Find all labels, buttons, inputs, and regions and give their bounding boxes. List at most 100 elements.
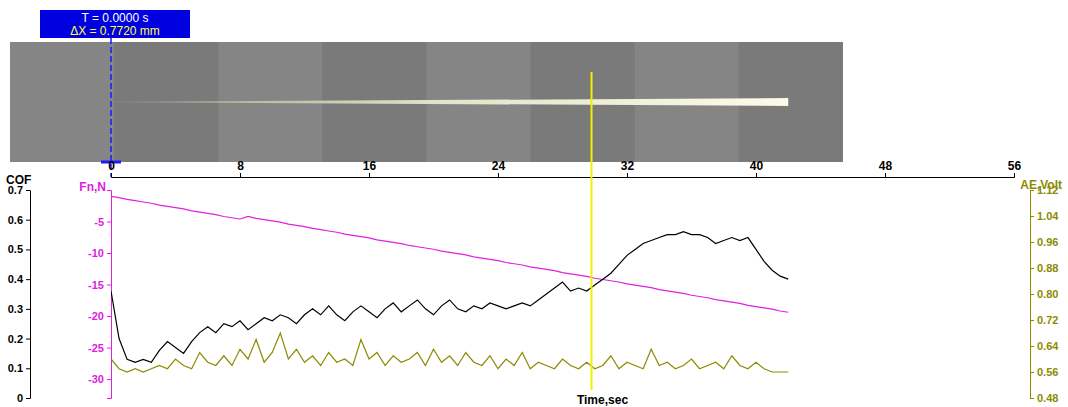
tick-mark — [107, 316, 111, 317]
tick-label: -20 — [88, 310, 104, 322]
tick-mark — [107, 253, 111, 254]
tick-label: 0.56 — [1037, 366, 1058, 378]
tick-label: 0.4 — [8, 273, 24, 285]
tick: 40 — [750, 159, 764, 177]
x-axis: 0 8 16 24 32 40 48 56 — [108, 159, 1021, 178]
plot-area — [111, 196, 788, 372]
tick: 24 — [492, 159, 506, 177]
tick-mark — [627, 173, 628, 177]
tick-mark — [1030, 294, 1034, 295]
tick-mark — [498, 173, 499, 177]
tick-mark — [107, 379, 111, 380]
ae-axis-title: AE,Volt — [1020, 178, 1062, 192]
tick-label: 0.64 — [1037, 340, 1059, 352]
tick-label: 0 — [108, 159, 115, 173]
tick-mark — [1030, 372, 1034, 373]
scratch-track — [101, 98, 788, 106]
tick-label: 8 — [237, 159, 244, 173]
tick-mark — [107, 285, 111, 286]
series-line — [111, 232, 788, 363]
tick-label: 32 — [621, 159, 635, 173]
tick-mark — [111, 173, 112, 177]
tick-label: 56 — [1008, 159, 1022, 173]
tick-label: -5 — [94, 216, 104, 228]
tick-label: 0.88 — [1037, 262, 1058, 274]
tick: 0.80 — [1030, 288, 1058, 300]
tick: 48 — [879, 159, 893, 177]
chart: T = 0.0000 sΔX = 0.7720 mm 0 8 16 24 32 40 48 56… — [0, 0, 1068, 407]
tick: 0.5 — [8, 243, 30, 255]
series-line — [111, 196, 788, 312]
tick-mark — [1030, 268, 1034, 269]
tick-mark — [26, 398, 30, 399]
tick: -10 — [88, 247, 111, 259]
fn-axis: -30 -25 -20 -15 -10 -5 — [88, 191, 111, 399]
tick: -20 — [88, 310, 111, 322]
tick: 0 — [108, 159, 115, 177]
axis-line — [1031, 191, 1035, 399]
tick-mark — [1030, 320, 1034, 321]
tick-mark — [1030, 398, 1034, 399]
series-line — [111, 333, 788, 372]
axis-line — [112, 173, 1015, 178]
tick-mark — [1030, 216, 1034, 217]
tick: 0.88 — [1030, 262, 1058, 274]
tick: 0.56 — [1030, 366, 1058, 378]
tick-label: 0.3 — [8, 303, 23, 315]
image-background — [10, 42, 843, 162]
tick: 32 — [621, 159, 635, 177]
tick-label: 0.48 — [1037, 392, 1058, 404]
tick: 0.6 — [8, 214, 30, 226]
tick-label: 1.04 — [1037, 210, 1059, 222]
tick-label: -30 — [88, 373, 104, 385]
cursor-time-label: T = 0.0000 s — [82, 11, 149, 25]
tick-label: 0.6 — [8, 214, 23, 226]
tick-mark — [26, 190, 30, 191]
axis-line — [26, 191, 31, 399]
tick-label: 0.2 — [8, 333, 23, 345]
tick: 8 — [237, 159, 244, 177]
tick-mark — [107, 222, 111, 223]
tick-mark — [240, 173, 241, 177]
cursor-distance-label: ΔX = 0.7720 mm — [70, 24, 160, 38]
cursor-line — [110, 38, 112, 177]
tick: 0.3 — [8, 303, 30, 315]
tick-label: 0.5 — [8, 243, 23, 255]
image-tile — [10, 42, 114, 162]
tick: 0.1 — [8, 362, 30, 374]
tick: 0.96 — [1030, 236, 1058, 248]
tick-mark — [26, 309, 30, 310]
tick: 0.4 — [8, 273, 30, 285]
tick-label: 16 — [363, 159, 377, 173]
tick: 16 — [363, 159, 377, 177]
tick: 0.72 — [1030, 314, 1058, 326]
tick-mark — [756, 173, 757, 177]
tick: -15 — [88, 279, 111, 291]
tick: -30 — [88, 373, 111, 385]
tick-mark — [107, 348, 111, 349]
tick: 0.48 — [1030, 392, 1058, 404]
tick: 56 — [1008, 159, 1022, 177]
tick-mark — [26, 220, 30, 221]
cursor-box — [40, 10, 190, 38]
tick-label: 0.80 — [1037, 288, 1058, 300]
ae-axis: 0.480.560.640.720.800.880.961.041.12 — [1030, 184, 1059, 404]
fn-axis-title: Fn,N — [79, 180, 106, 194]
tick-label: 24 — [492, 159, 506, 173]
tick-label: 48 — [879, 159, 893, 173]
tick-label: 40 — [750, 159, 764, 173]
tick-mark — [26, 368, 30, 369]
cof-axis: 00.10.20.30.40.50.60.7 — [8, 184, 31, 404]
tick-label: 0.96 — [1037, 236, 1058, 248]
tick-mark — [369, 173, 370, 177]
x-axis-title: Time,sec — [577, 393, 628, 407]
tick-mark — [26, 339, 30, 340]
tick: 1.04 — [1030, 210, 1059, 222]
tick-mark — [1030, 242, 1034, 243]
tick-label: -25 — [88, 342, 104, 354]
tick-label: -10 — [88, 247, 104, 259]
marker-line — [591, 72, 593, 390]
tick-label: -15 — [88, 279, 104, 291]
tick: -25 — [88, 342, 111, 354]
scratch-image — [10, 42, 843, 162]
